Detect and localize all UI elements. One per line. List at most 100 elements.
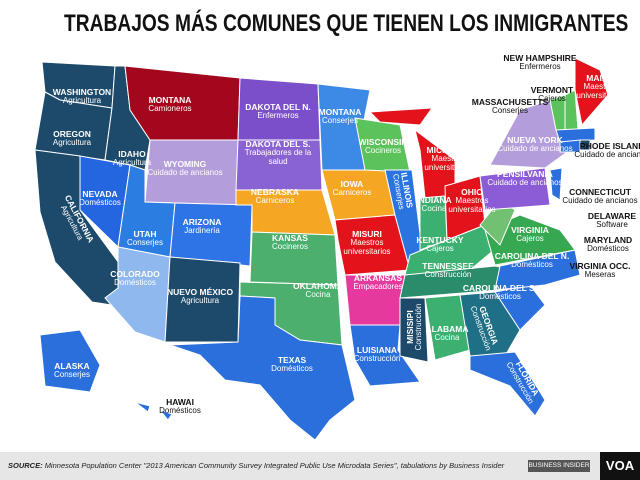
state-label: KENTUCKY Cajeros: [400, 235, 480, 254]
source-bar: SOURCE: Minnesota Population Center "201…: [0, 452, 640, 480]
state-name: ALASKA: [54, 361, 90, 371]
state-job: Conserjes: [321, 116, 358, 126]
state-job: Cajeros: [426, 244, 454, 254]
state-job: Cuidado de ancianos: [497, 144, 573, 154]
source-label: SOURCE:: [8, 461, 43, 470]
state-job: Agricultura: [52, 138, 92, 148]
state-label: NEW HAMPSHIRE Enfermeros: [500, 53, 580, 72]
state-job: Conserjes: [491, 106, 528, 116]
state-name: NUEVO MÉXICO: [166, 287, 234, 297]
state-name: OKLAHOMA: [292, 281, 344, 291]
state-name: MASSACHUSETTS: [471, 97, 549, 107]
state-label: ALABAMA Cocina: [407, 324, 487, 343]
state-label: OKLAHOMA Cocina: [278, 281, 358, 300]
state-label: DELAWARE Software: [572, 211, 640, 230]
state-name: VIRGINIA: [511, 225, 549, 235]
state-name: NEVADA: [82, 189, 118, 199]
state-name: COLORADO: [110, 269, 160, 279]
state-name: MISURI: [352, 229, 382, 239]
state-job: Cocineros: [364, 146, 401, 156]
logo: VOA: [600, 452, 640, 480]
state-label: NEBRASKA Carniceros: [235, 187, 315, 206]
state-job: Trabajadores de la salud: [244, 148, 312, 167]
state-job: Agricultura: [180, 296, 220, 306]
state-job: Maestros universitarios: [424, 154, 472, 173]
state-label: PENSILVANIA Cuidado de ancianos: [485, 169, 565, 188]
state-name: MICHIGAN: [426, 145, 470, 155]
state-job: Domésticos: [159, 406, 201, 416]
state-job: Cuidado de ancianos: [562, 196, 638, 206]
state-job: Carniceros: [255, 196, 295, 206]
state-label: KANSAS Cocineros: [250, 233, 330, 252]
state-name: IDAHO: [118, 149, 146, 159]
state-name: VIRGINIA OCC.: [569, 261, 631, 271]
state-name: UTAH: [133, 229, 157, 239]
source-text: Minnesota Population Center "2013 Americ…: [44, 461, 505, 470]
state-name: ALABAMA: [425, 324, 469, 334]
state-job: Agricultura: [62, 96, 102, 106]
state-name: RHODE ISLAND: [579, 141, 640, 151]
state-label: TENNESSEE Construcción: [408, 261, 488, 280]
state-job: Empacadores: [353, 282, 403, 292]
state-job: Domésticos: [271, 364, 313, 374]
state-name: PENSILVANIA: [497, 169, 553, 179]
state-label: IOWA Carniceros: [312, 179, 392, 198]
state-job: Enfermeros: [257, 111, 299, 121]
state-name: NEBRASKA: [250, 187, 300, 197]
state-job: Meseras: [584, 270, 616, 280]
state-name: INDIANA: [416, 195, 452, 205]
state-job: Software: [596, 220, 628, 230]
state-label: UTAH Conserjes: [105, 229, 185, 248]
state-name: CAROLINA DEL N.: [494, 251, 570, 261]
state-name: TENNESSEE: [422, 261, 474, 271]
state-job: Agricultura: [112, 158, 152, 168]
state-label: CAROLINA DEL N. Domésticos: [492, 251, 572, 270]
state-job: Cajeros: [538, 94, 566, 104]
source: SOURCE: Minnesota Population Center "201…: [8, 461, 528, 470]
state-label: MAINE Maestros universitarios: [560, 73, 640, 101]
state-job: Domésticos: [79, 198, 121, 208]
state-label: LUISIANA Construcción: [337, 345, 417, 364]
state-label: COLORADO Domésticos: [95, 269, 175, 288]
brand: BUSINESS INSIDER: [528, 460, 590, 472]
state-label: MISURI Maestros universitarios: [327, 229, 407, 257]
state-label: HAWAI Domésticos: [140, 397, 220, 416]
state-job: Cuidado de ancianos: [574, 150, 640, 160]
state-label: NUEVO MÉXICO Agricultura: [160, 287, 240, 306]
state-label: MICHIGAN Maestros universitarios: [408, 145, 488, 173]
state-job: Cuidado de ancianos: [487, 178, 563, 188]
state-label: ALASKA Conserjes: [32, 361, 112, 380]
state-job: Maestros universitarios: [576, 82, 624, 101]
state-name: DAKOTA DEL N.: [245, 102, 311, 112]
state-name: CONNECTICUT: [569, 187, 631, 197]
state-label: MONTANA Camioneros: [130, 95, 210, 114]
state-job: Conserjes: [53, 370, 90, 380]
state-job: Domésticos: [511, 260, 553, 270]
state-job: Cocina: [434, 333, 460, 343]
title: TRABAJOS MÁS COMUNES QUE TIENEN LOS INMI…: [64, 10, 629, 37]
state-name: DAKOTA DEL S.: [245, 139, 311, 149]
state-name: OREGON: [53, 129, 91, 139]
state-name: VERMONT: [530, 85, 574, 95]
state-name: NEW HAMPSHIRE: [503, 53, 577, 63]
state-label: DAKOTA DEL N. Enfermeros: [238, 102, 318, 121]
state-label: WASHINGTON Agricultura: [42, 87, 122, 106]
state-job: Conserjes: [126, 238, 163, 248]
state-job: Construcción: [353, 354, 401, 364]
state-label: CAROLINA DEL S. Domésticos: [460, 283, 540, 302]
state-label: OREGON Agricultura: [32, 129, 112, 148]
state-name: WISCONSIN: [358, 137, 408, 147]
state-label: NEVADA Domésticos: [60, 189, 140, 208]
state-name: TEXAS: [277, 355, 307, 365]
state-job: Maestros universitarios: [343, 238, 391, 257]
state-label: NUEVA YORK Cuidado de ancianos: [495, 135, 575, 154]
state-job: Jardinería: [184, 226, 220, 236]
state-name: WASHINGTON: [52, 87, 112, 97]
state-name: ARIZONA: [182, 217, 222, 227]
state-label: CONNECTICUT Cuidado de ancianos: [560, 187, 640, 206]
state-job: Cocineros: [271, 242, 308, 252]
state-job: Cocina: [421, 204, 447, 214]
state-label: IDAHO Agricultura: [92, 149, 172, 168]
